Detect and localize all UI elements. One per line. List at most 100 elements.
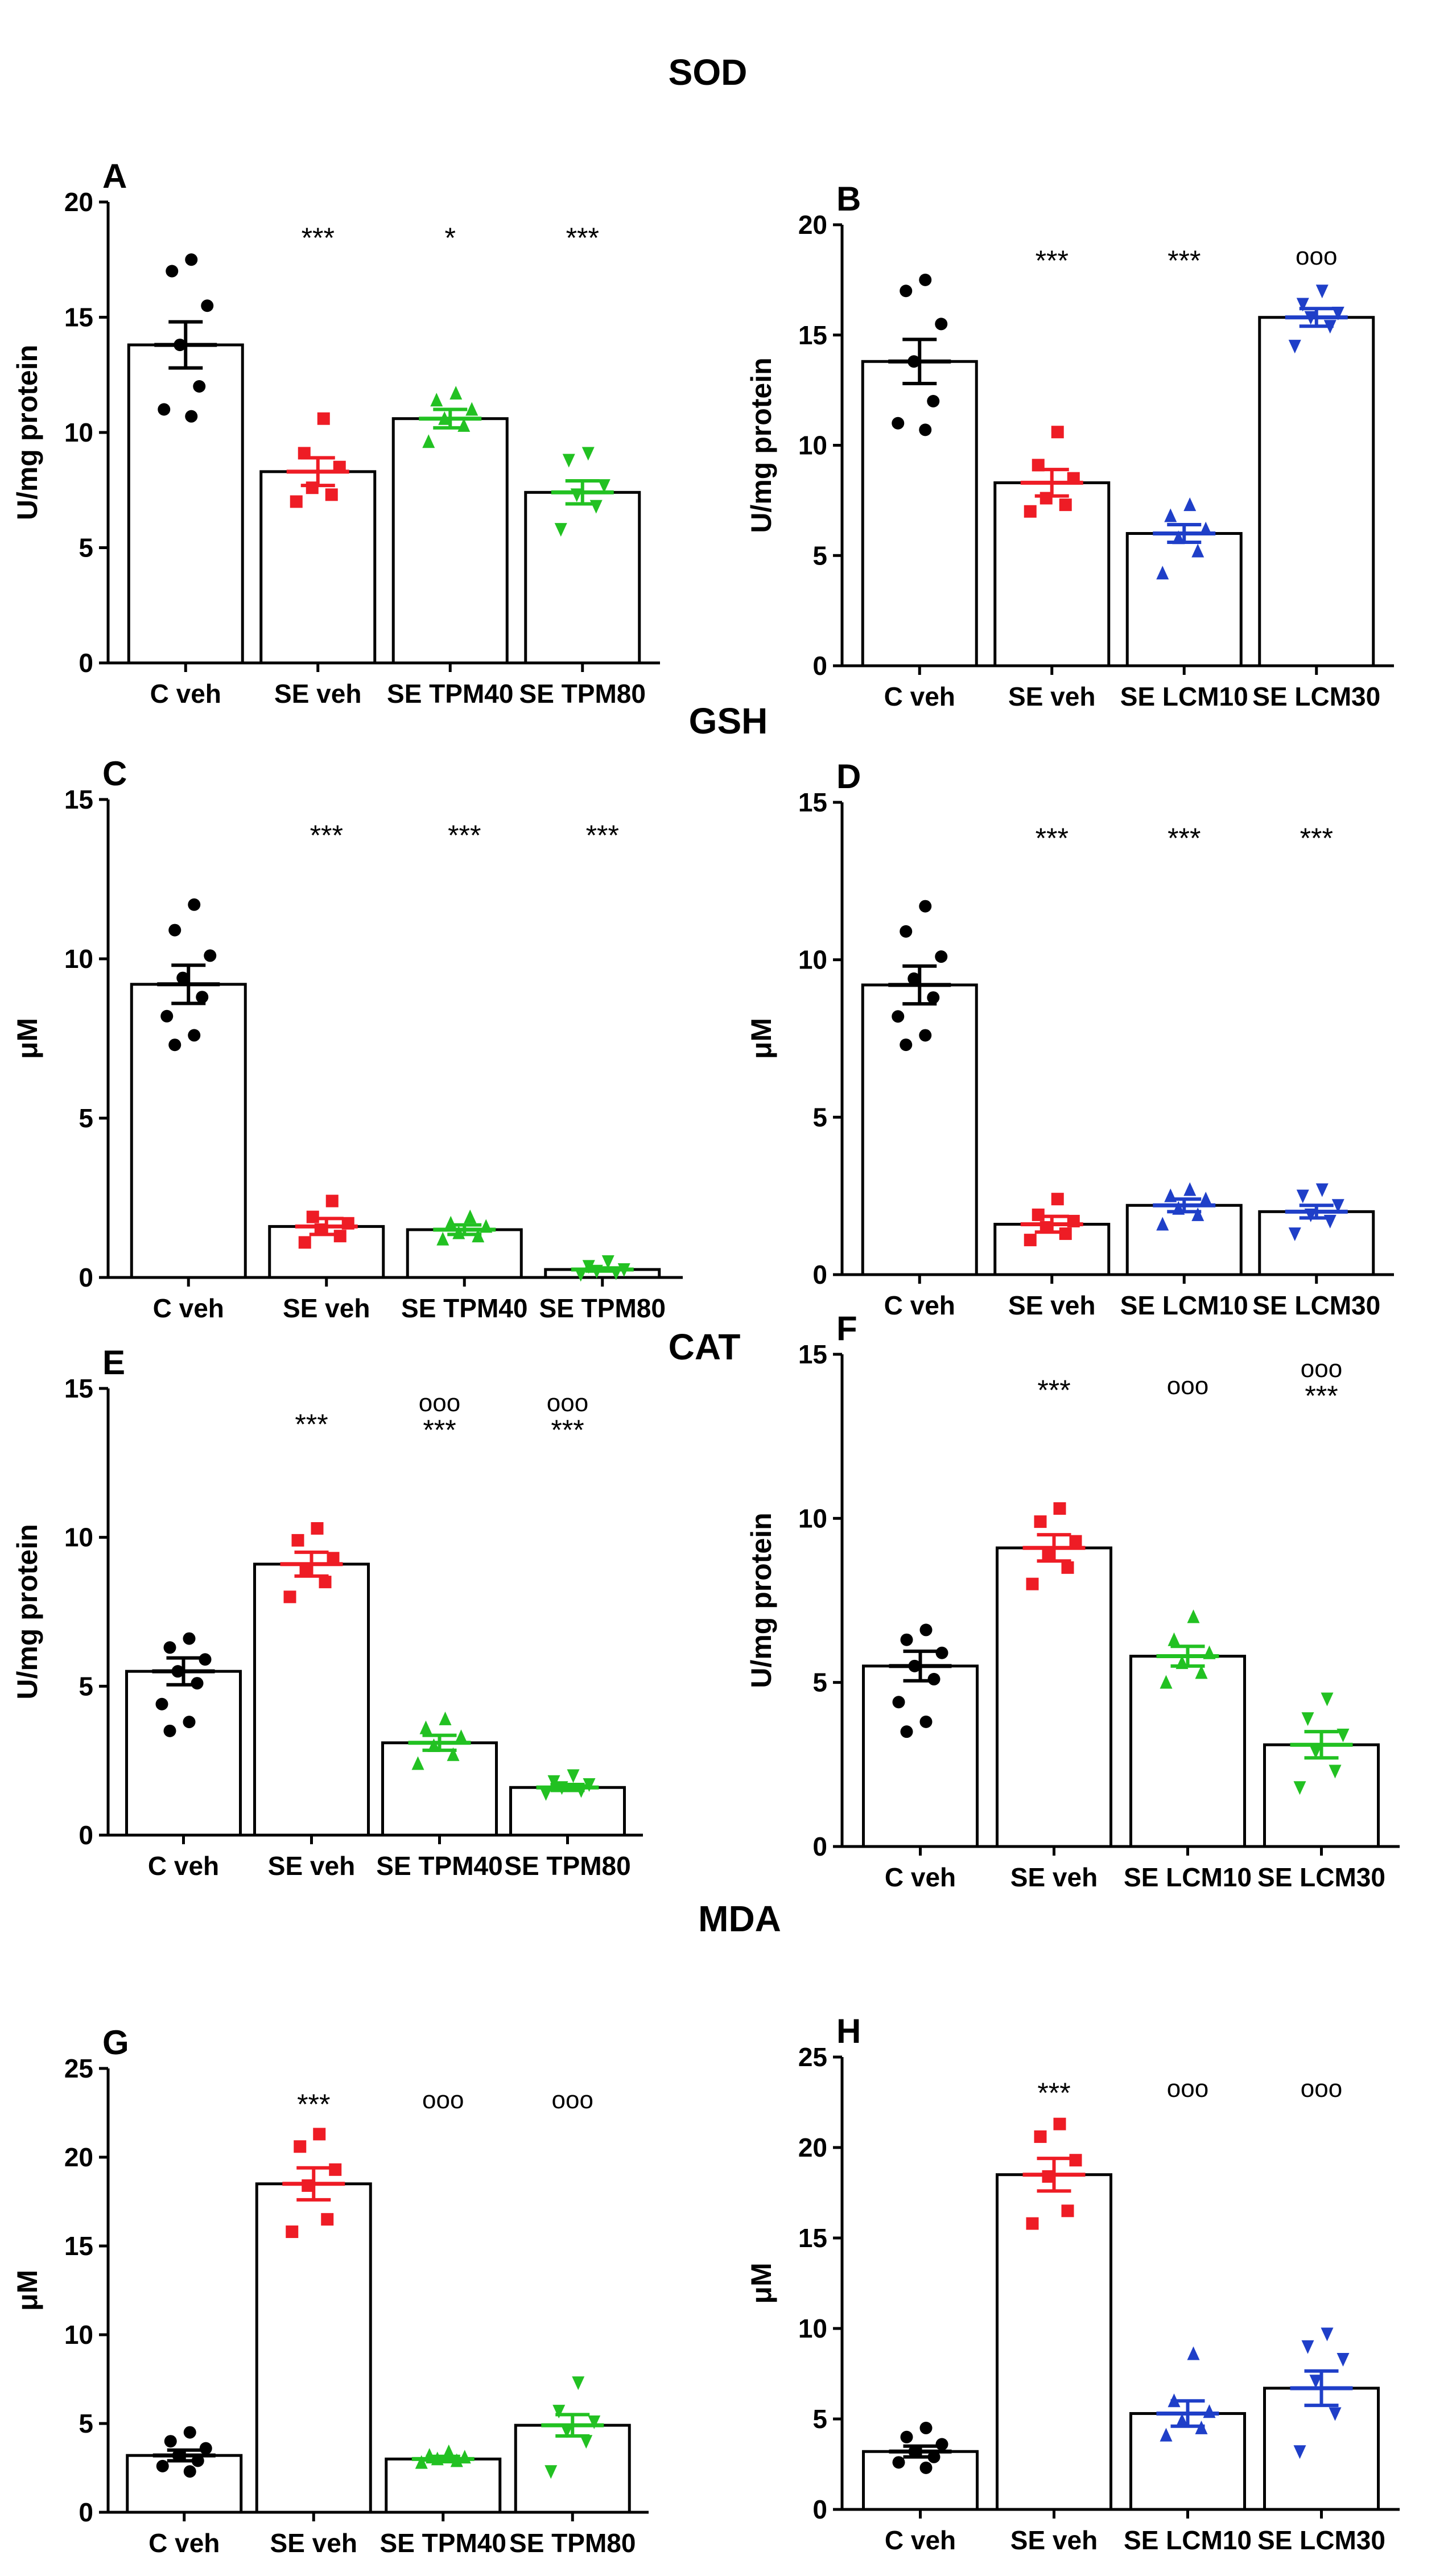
panel-d-data-point [919,1029,932,1042]
panel-f-category-label: C veh [885,1862,956,1892]
panel-f-bar [996,1546,1112,1848]
panel-b-bar [1125,532,1243,667]
panel-d-data-point [935,950,948,963]
panel-h-bar [996,2173,1112,2511]
panel-h-data-point [1187,2346,1200,2360]
panel-g-data-point [544,2465,558,2479]
panel-h-data-point [1175,2413,1189,2427]
panel-b-category-label: SE LCM10 [1120,682,1248,711]
panel-c-data-point [188,1029,201,1042]
panel-f-data-point [1301,1712,1314,1726]
panel-c-data-point [196,991,209,1004]
panel-f-data-point [900,1633,913,1646]
panel-c-data-point [168,1038,182,1052]
panel-g-ytick-label: 15 [64,2231,93,2261]
panel-f-data-point [1293,1781,1306,1795]
panel-f-sig-circles: ooo [1167,1372,1208,1400]
panel-e-data-point [199,1653,212,1666]
panel-h-category-label: SE veh [1010,2525,1098,2555]
panel-f-data-point [900,1725,913,1738]
panel-g-data-point [199,2442,212,2455]
panel-g-data-point [183,2465,196,2478]
panel-e-data-point [283,1590,296,1604]
panel-d-ytick-label: 10 [798,945,827,975]
panel-h-data-point [1053,2117,1066,2130]
panel-h-sig-circles: ooo [1301,2075,1342,2103]
panel-h-data-point [919,2461,933,2474]
section-title-gsh: GSH [688,700,768,741]
panel-a-data-point [430,393,443,407]
panel-a-ytick-label: 5 [79,533,93,563]
panel-a-ytick-label: 15 [64,303,93,332]
panel-c-category-label: SE TPM40 [401,1293,527,1323]
panel-f-sig-circles: ooo [1301,1355,1342,1383]
panel-f-data-point [1034,1515,1047,1528]
panel-e-category-label: SE TPM40 [376,1851,502,1881]
panel-a-sig-stars: * [445,222,456,254]
panel-e-bar [253,1563,370,1837]
panel-g-sig-circles: ooo [422,2086,464,2114]
panel-h-data-point [1026,2217,1039,2230]
panel-f-data-point [1336,1728,1350,1742]
panel-d-ytick-label: 5 [812,1102,827,1132]
panel-e-data-point [319,1576,332,1589]
panel-f-data-point [1187,1609,1200,1623]
panel-c-sig-stars: *** [448,819,481,851]
panel-c-category-label: SE TPM80 [539,1293,666,1323]
panel-a-category-label: C veh [150,679,221,708]
panel-a-bar [127,343,244,665]
panel-a-sig-stars: *** [566,222,599,254]
panel-h-category-label: SE LCM30 [1257,2525,1385,2555]
panel-f-letter: F [836,1309,857,1347]
panel-d-data-point [927,991,940,1004]
panel-g-data-point [415,2455,428,2469]
panel-g-sig-stars: *** [297,2088,330,2120]
panel-a-data-point [185,253,198,266]
panel-h-data-point [1293,2445,1306,2459]
panel-h-sig-stars: *** [1037,2077,1070,2109]
panel-f-data-point [1321,1692,1334,1707]
panel-f-data-point [1309,1745,1322,1759]
panel-g-data-point [552,2405,566,2419]
panel-g-ylabel: μM [11,2270,43,2311]
panel-f-data-point [919,1623,933,1637]
panel-g-category-label: SE veh [270,2528,357,2558]
panel-e-sig-stars: *** [423,1414,456,1446]
panel-d-data-point [1296,1189,1309,1203]
section-title-cat: CAT [668,1326,741,1367]
panel-e-data-point [567,1769,580,1783]
panel-d-bar [861,983,978,1276]
panel-f-category-label: SE LCM10 [1124,1862,1252,1892]
panel-f-ytick-label: 10 [798,1503,827,1533]
panel-h-letter: H [836,2012,861,2050]
panel-d-sig-stars: *** [1168,822,1201,854]
panel-a-data-point [193,380,206,393]
panel-d-category-label: SE veh [1008,1291,1095,1320]
panel-h-ytick-label: 5 [812,2404,827,2434]
panel-f-bar [1129,1655,1246,1848]
panel-c-data-point [160,1009,174,1023]
panel-h-data-point [1061,2204,1074,2218]
panel-h-ytick-label: 20 [798,2133,827,2162]
panel-h-data-point [935,2438,948,2451]
section-title-sod: SOD [668,52,748,93]
panel-d-data-point [1288,1227,1301,1242]
panel-h-data-point [1160,2427,1173,2442]
panel-e-data-point [583,1778,596,1792]
panel-b-ytick-label: 10 [798,431,827,460]
panel-e-ytick-label: 15 [64,1374,93,1403]
panel-b-data-point [1331,307,1344,320]
panel-e-data-point [183,1632,196,1645]
section-title-mda: MDA [698,1898,781,1939]
panel-c-data-point [325,1194,339,1207]
panel-b-data-point [1156,566,1169,580]
panel-h-data-point [1309,2375,1322,2389]
panel-a-data-point [554,523,567,537]
panel-f-data-point [1061,1561,1074,1574]
panel-a-ytick-label: 10 [64,418,93,447]
panel-e-ytick-label: 0 [79,1820,93,1850]
panel-b-data-point [919,423,932,436]
panel-c-ytick-label: 10 [64,944,93,974]
panel-b-data-point [1059,498,1072,512]
panel-d-data-point [1156,1217,1169,1231]
